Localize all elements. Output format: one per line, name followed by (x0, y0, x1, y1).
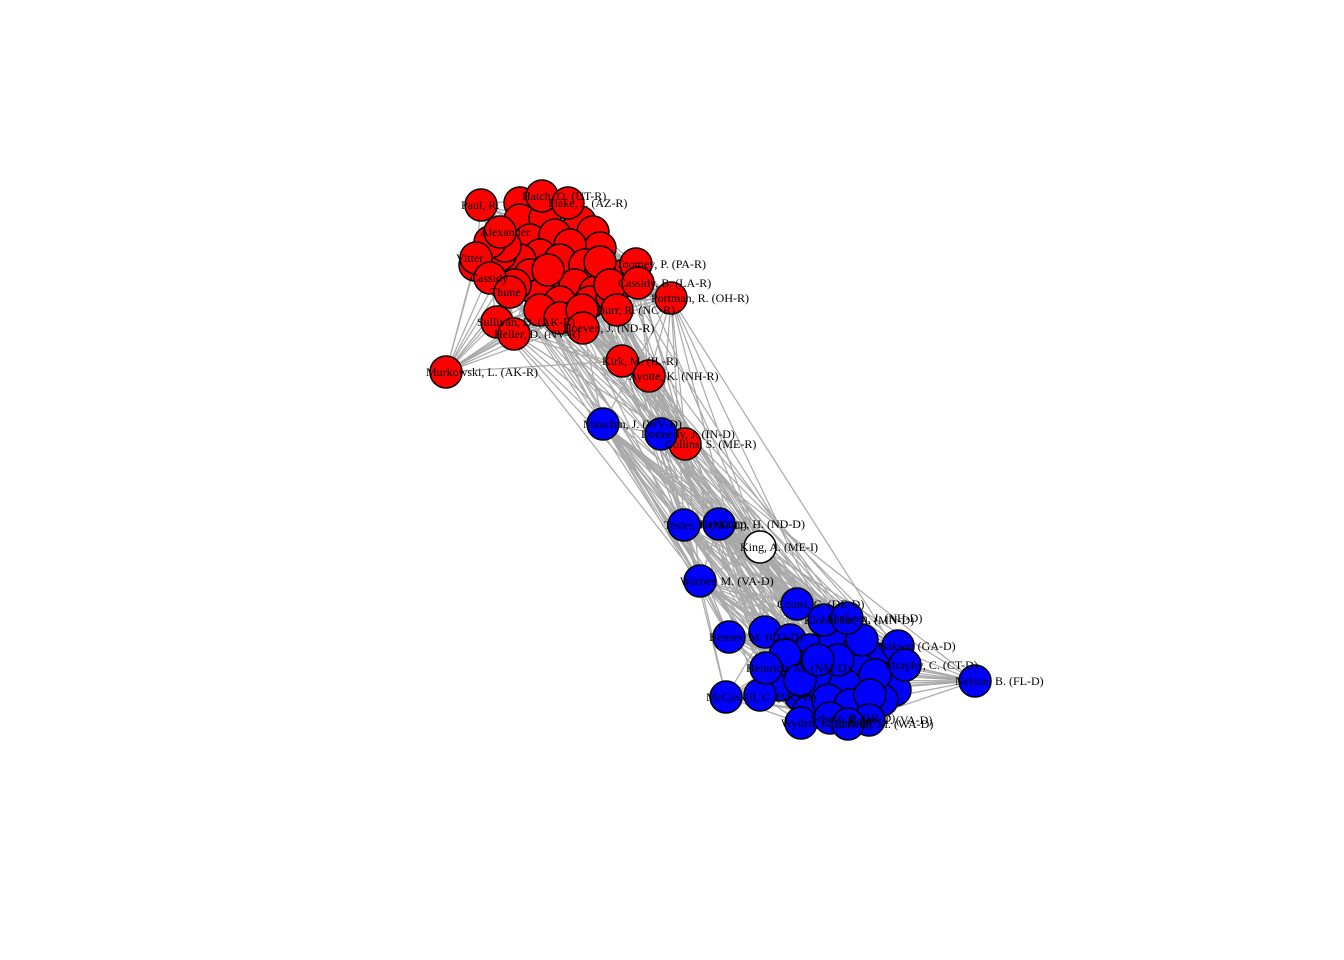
label-klobuchar: Klobuchar, A. (MN-D) (804, 613, 914, 627)
node-layer (429, 179, 992, 741)
node-mccaskill[interactable] (709, 680, 743, 714)
node-capito[interactable] (497, 317, 531, 351)
label-kirk: Kirk, M. (IL-R) (602, 354, 678, 368)
label-d_ga: Isakson (GA-D) (878, 639, 956, 653)
node-r_top2[interactable] (551, 186, 585, 220)
node-thune[interactable] (493, 275, 527, 309)
edge (602, 423, 701, 582)
label-warner: Warner, M. (VA-D) (680, 574, 774, 588)
node-heinrich[interactable] (749, 651, 783, 685)
label-ayotte: Ayotte, K. (NH-R) (629, 369, 719, 383)
label-r_top1: Hatch, O. (UT-R) (522, 189, 606, 203)
node-warner[interactable] (683, 564, 717, 598)
label-cassidy: Cassidy (470, 271, 508, 285)
edge (621, 360, 701, 582)
label-donnelly: Donnelly, J. (IN-D) (641, 427, 735, 441)
node-nelson[interactable] (958, 664, 992, 698)
node-bennet[interactable] (712, 620, 746, 654)
label-paul: Paul, R. (461, 198, 499, 212)
label-king: King, A. (ME-I) (740, 540, 818, 554)
label-cantwell: Cantwell, M. (WA-D) (828, 717, 933, 731)
node-hoeven[interactable] (566, 311, 600, 345)
edge (648, 375, 825, 621)
edge (718, 523, 766, 633)
edge (592, 231, 859, 651)
edge (670, 297, 906, 666)
label-collins: Collins, S. (ME-R) (665, 437, 756, 451)
label-murkowski: Murkowski, L. (AK-R) (426, 365, 538, 379)
node-murkowski[interactable] (429, 355, 463, 389)
label-capito: Heller, D. (NV-R) (494, 327, 580, 341)
label-layer: Paul, R. Hatch, O. (UT-R)Flake, J. (AZ-R)… (426, 189, 1044, 731)
label-vitter: Vitter (456, 251, 483, 265)
node-shaheen[interactable] (830, 601, 864, 635)
node-democrat[interactable] (801, 643, 835, 677)
node-paul[interactable] (464, 188, 498, 222)
node-kirk[interactable] (605, 344, 639, 378)
node-cantwell[interactable] (831, 707, 865, 741)
label-nelson: Nelson, B. (FL-D) (955, 674, 1044, 688)
label-kaine: Kaine, T. (VA-D) (849, 713, 932, 727)
label-alexander: Alexander (480, 225, 530, 239)
label-r_nc: Burr, R. (NC-R) (597, 303, 675, 317)
node-ayotte[interactable] (632, 359, 666, 393)
label-d_ct: Murphy, C. (CT-D) (885, 658, 978, 672)
edge (599, 274, 781, 686)
label-shaheen: Shaheen, J. (NH-D) (827, 611, 922, 625)
edge (602, 423, 720, 525)
edge (670, 297, 825, 621)
node-heitkamp[interactable] (702, 507, 736, 541)
label-sullivan: Sullivan, D. (AK-R) (477, 315, 575, 329)
node-tester[interactable] (667, 508, 701, 542)
node-d_ct[interactable] (888, 648, 922, 682)
node-portman[interactable] (654, 281, 688, 315)
label-mccaskill: McCaskill, C. (MO-D) (706, 690, 816, 704)
label-r_la: Cassidy, B. (LA-R) (618, 276, 711, 290)
label-heinrich: Heinrich, M. (NM-D) (746, 661, 851, 675)
label-portman: Portman, R. (OH-R) (651, 291, 749, 305)
label-bennet: Bennet, M. (CO-D) (709, 630, 803, 644)
edge (496, 321, 701, 582)
label-r_top2: Flake, J. (AZ-R) (548, 196, 627, 210)
edge (660, 297, 672, 435)
node-alexander[interactable] (483, 215, 517, 249)
node-manchin[interactable] (586, 407, 620, 441)
label-hoeven: Hoeven, J. (ND-R) (563, 321, 654, 335)
label-r_pa: Toomey, P. (PA-R) (616, 257, 706, 271)
label-tester: Tester, J. (MT-D) (664, 518, 747, 532)
edge (602, 423, 685, 526)
edge (445, 264, 476, 373)
node-republican[interactable] (531, 253, 565, 287)
node-r_la[interactable] (621, 266, 655, 300)
label-heitkamp: Heitkamp, H. (ND-D) (699, 517, 805, 531)
label-coons: Coons, C. (DE-D) (777, 597, 864, 611)
label-schatz: Schatz, B. (HI-D) (810, 711, 895, 725)
node-king[interactable] (743, 530, 777, 564)
node-donnelly[interactable] (644, 417, 678, 451)
node-coons[interactable] (780, 587, 814, 621)
node-r_nc[interactable] (600, 293, 634, 327)
label-thune: Thune (490, 285, 521, 299)
label-wyden: Wyden, R. (OR-D) (781, 716, 872, 730)
label-manchin: Manchin, J. (WV-D) (583, 417, 682, 431)
